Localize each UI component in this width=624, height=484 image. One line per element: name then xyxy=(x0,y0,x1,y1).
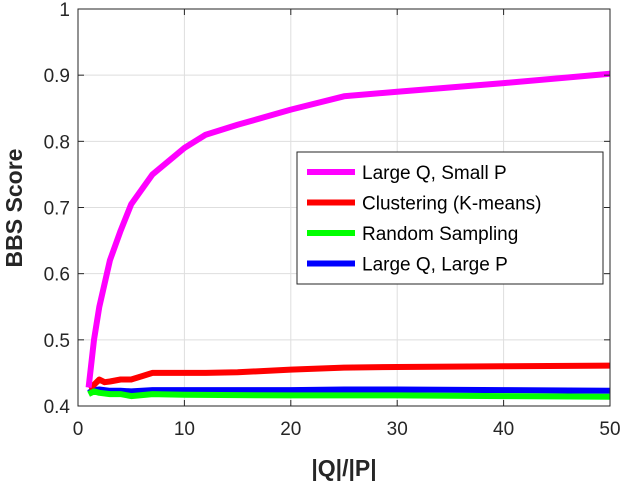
x-tick-label: 0 xyxy=(73,419,84,440)
y-tick-label: 1 xyxy=(59,0,70,21)
y-tick-label: 0.4 xyxy=(44,397,71,418)
x-tick-label: 20 xyxy=(280,419,301,440)
y-tick-label: 0.5 xyxy=(44,331,70,352)
x-tick-label: 40 xyxy=(493,419,514,440)
y-tick-label: 0.6 xyxy=(44,265,70,286)
legend-label: Random Sampling xyxy=(362,224,518,245)
y-tick-label: 0.9 xyxy=(44,66,70,87)
y-tick-label: 0.7 xyxy=(44,199,70,220)
legend-label: Clustering (K-means) xyxy=(362,194,542,215)
x-tick-label: 50 xyxy=(599,419,620,440)
legend-label: Large Q, Small P xyxy=(362,163,507,184)
y-axis-label: BBS Score xyxy=(1,149,27,268)
legend-label: Large Q, Large P xyxy=(362,255,508,276)
series-line-1 xyxy=(85,70,611,388)
series-lines xyxy=(85,70,611,400)
series-line-2 xyxy=(87,362,611,391)
x-tick-label: 10 xyxy=(174,419,195,440)
tick-labels: 0 10 20 30 40 50 0.4 0.5 0.6 0.7 0.8 0.9 1 xyxy=(44,0,621,440)
series-line-3 xyxy=(87,388,611,400)
series-line-4 xyxy=(87,386,611,396)
legend: Large Q, Small P Clustering (K-means) Rand… xyxy=(296,151,604,285)
y-tick-label: 0.8 xyxy=(44,132,70,153)
x-axis-label: |Q|/|P| xyxy=(311,455,376,481)
x-tick-label: 30 xyxy=(387,419,408,440)
